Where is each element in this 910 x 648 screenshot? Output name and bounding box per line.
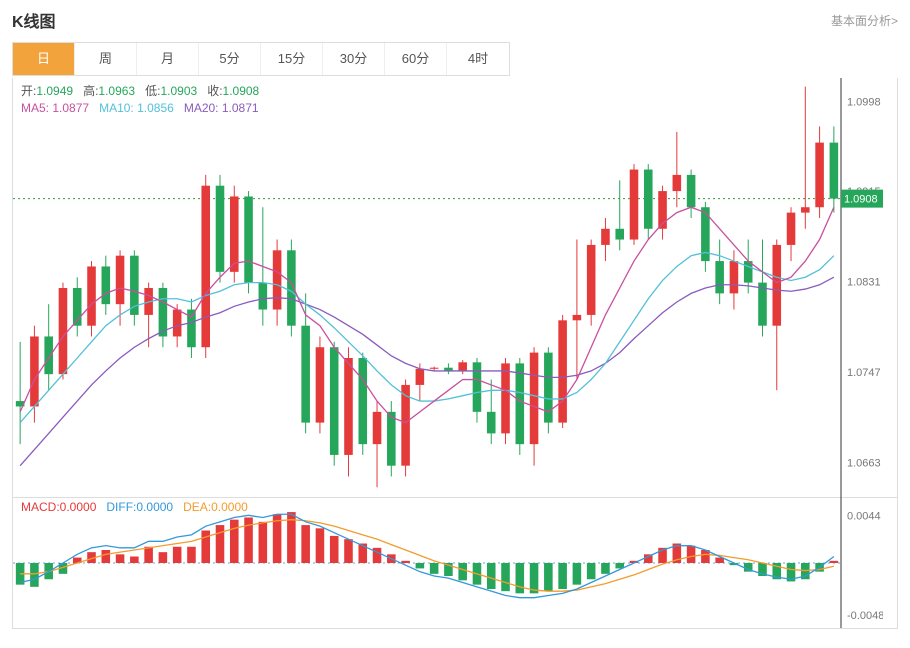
macd-info: MACD:0.0000 DIFF:0.0000 DEA:0.0000: [21, 500, 248, 514]
tab-30分[interactable]: 30分: [323, 43, 385, 75]
analysis-link[interactable]: 基本面分析>: [831, 12, 898, 29]
tab-日[interactable]: 日: [13, 43, 75, 75]
svg-text:1.0908: 1.0908: [844, 194, 878, 206]
svg-text:0.0044: 0.0044: [847, 510, 881, 522]
tab-15分[interactable]: 15分: [261, 43, 323, 75]
svg-text:1.0998: 1.0998: [847, 97, 881, 109]
ma10-label: MA10:: [99, 101, 134, 115]
tab-4时[interactable]: 4时: [447, 43, 509, 75]
tab-60分[interactable]: 60分: [385, 43, 447, 75]
macd-svg: 0.0044 -0.0048: [13, 498, 883, 628]
svg-text:1.0747: 1.0747: [847, 367, 881, 379]
ma5-label: MA5:: [21, 101, 49, 115]
svg-text:-0.0048: -0.0048: [847, 610, 883, 622]
dea-value: 0.0000: [211, 500, 248, 514]
high-value: 1.0963: [98, 84, 135, 98]
svg-text:1.0831: 1.0831: [847, 277, 881, 289]
tab-5分[interactable]: 5分: [199, 43, 261, 75]
ma20-value: 1.0871: [222, 101, 259, 115]
high-label: 高:: [83, 84, 98, 98]
macd-chart: MACD:0.0000 DIFF:0.0000 DEA:0.0000 0.004…: [13, 498, 897, 628]
ma5-value: 1.0877: [52, 101, 89, 115]
candlestick-svg: 1.09981.09151.08311.07471.06631.0908: [13, 78, 883, 498]
close-value: 1.0908: [223, 84, 260, 98]
close-label: 收:: [207, 84, 222, 98]
ohlc-info: 开:1.0949 高:1.0963 低:1.0903 收:1.0908 MA5:…: [21, 82, 259, 117]
tab-月[interactable]: 月: [137, 43, 199, 75]
candlestick-chart: 开:1.0949 高:1.0963 低:1.0903 收:1.0908 MA5:…: [13, 78, 897, 498]
timeframe-tabs: 日周月5分15分30分60分4时: [12, 42, 510, 76]
chart-container: 开:1.0949 高:1.0963 低:1.0903 收:1.0908 MA5:…: [12, 78, 898, 629]
ma10-value: 1.0856: [137, 101, 174, 115]
macd-value: 0.0000: [60, 500, 97, 514]
svg-text:1.0663: 1.0663: [847, 457, 881, 469]
page-title: K线图: [12, 8, 56, 32]
diff-label: DIFF:: [106, 500, 136, 514]
low-value: 1.0903: [160, 84, 197, 98]
dea-label: DEA:: [183, 500, 211, 514]
open-value: 1.0949: [36, 84, 73, 98]
diff-value: 0.0000: [136, 500, 173, 514]
open-label: 开:: [21, 84, 36, 98]
macd-label: MACD:: [21, 500, 60, 514]
ma20-label: MA20:: [184, 101, 219, 115]
tab-周[interactable]: 周: [75, 43, 137, 75]
low-label: 低:: [145, 84, 160, 98]
